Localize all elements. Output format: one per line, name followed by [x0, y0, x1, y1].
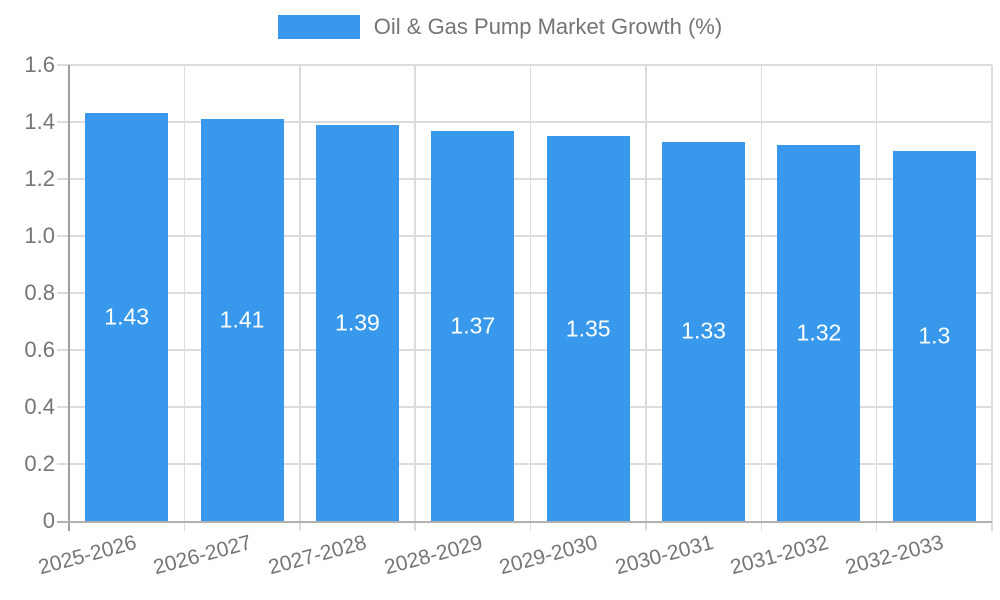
gridline-vertical	[299, 65, 301, 531]
y-axis-tick-label: 1.0	[24, 223, 55, 248]
gridline-horizontal	[57, 121, 992, 123]
y-axis-tick-label: 0	[42, 508, 55, 533]
y-axis-tick-label: 1.4	[24, 109, 55, 134]
gridline-vertical	[875, 65, 878, 531]
gridline-vertical	[529, 65, 532, 531]
legend-swatch	[277, 15, 360, 39]
gridline-vertical	[414, 65, 416, 531]
gridline-horizontal	[57, 463, 992, 465]
gridline-vertical	[183, 65, 186, 531]
bar: 1.35	[546, 136, 630, 521]
gridline-vertical	[645, 65, 647, 531]
y-axis-tick-label: 0.2	[24, 451, 55, 476]
gridline-horizontal	[57, 235, 992, 237]
gridline-horizontal	[57, 406, 992, 408]
gridline-horizontal	[57, 349, 992, 351]
bar-value-label: 1.33	[681, 317, 726, 344]
bar: 1.33	[662, 141, 746, 521]
plot-area: 0 0.2 0.4 0.6 0.8 1.0 1.2 1.4 1.6 1.43 1.41 1.39 1.3…	[24, 52, 993, 579]
bar: 1.41	[200, 119, 284, 521]
y-axis-tick-label: 1.2	[24, 166, 55, 191]
bar: 1.3	[892, 150, 976, 521]
bar-value-label: 1.39	[335, 309, 380, 336]
legend-label: Oil & Gas Pump Market Growth (%)	[373, 14, 723, 39]
bar-value-label: 1.35	[565, 315, 611, 342]
x-axis-baseline	[57, 521, 992, 523]
y-axis-tick-label: 0.6	[24, 337, 55, 362]
gridline-horizontal	[57, 292, 992, 294]
gridline-horizontal	[57, 178, 992, 180]
bar-value-label: 1.41	[219, 306, 265, 333]
y-axis-line	[68, 65, 70, 531]
gridline-vertical	[760, 65, 762, 531]
bar-value-label: 1.37	[450, 312, 496, 339]
y-axis-tick-label: 0.8	[24, 280, 55, 305]
bar-value-label: 1.32	[796, 319, 842, 346]
bar: 1.39	[315, 124, 399, 521]
y-axis-tick-label: 0.4	[24, 394, 55, 419]
bar: 1.43	[85, 113, 169, 521]
y-axis-tick-label: 1.6	[24, 52, 55, 77]
gridline-horizontal	[57, 64, 992, 66]
legend: Oil & Gas Pump Market Growth (%)	[0, 14, 1000, 40]
bar-value-label: 1.43	[104, 303, 150, 330]
bar-value-label: 1.3	[918, 322, 951, 349]
bar: 1.37	[431, 130, 515, 521]
bar: 1.32	[777, 144, 861, 521]
gridline-vertical	[991, 65, 993, 531]
